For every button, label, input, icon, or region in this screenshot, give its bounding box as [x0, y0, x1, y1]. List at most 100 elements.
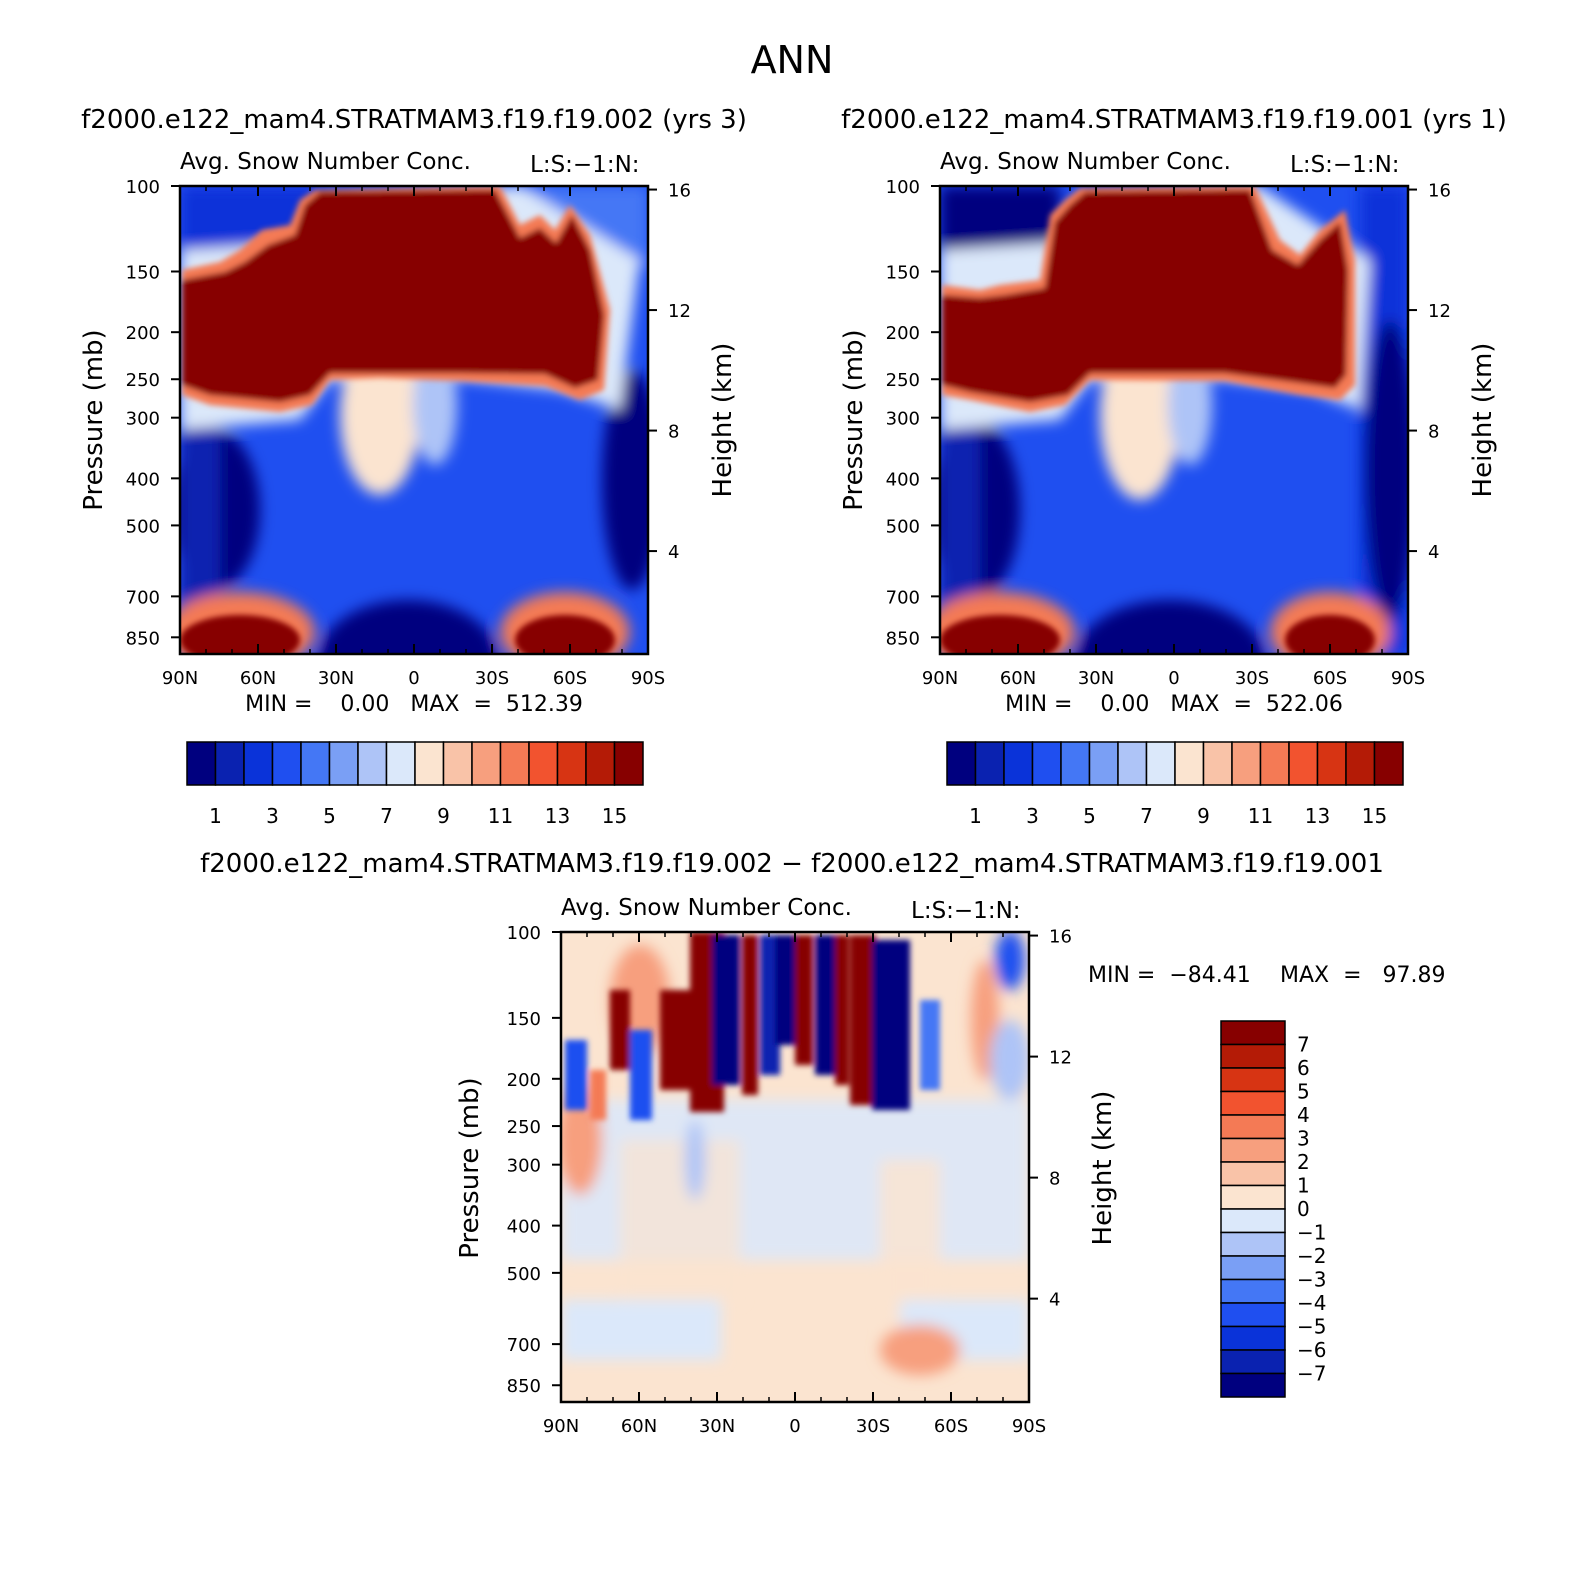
colorbar-cell	[1174, 741, 1205, 786]
case-a-label: f2000.e122_mam4.STRATMAM3.f19.f19.002 (y…	[81, 105, 747, 135]
y-tick-label: 850	[507, 1376, 541, 1397]
panel-b-ylabel: Pressure (mb)	[839, 329, 869, 510]
colorbar-cell	[1145, 741, 1176, 786]
colorbar-cell	[1220, 1372, 1286, 1398]
colorbar-cell	[1231, 741, 1262, 786]
panel-diff-field	[561, 932, 1029, 1402]
y2-tick-label: 4	[1049, 1290, 1060, 1311]
panel-a-title: Avg. Snow Number Conc.	[180, 149, 471, 175]
y-tick-label: 400	[886, 469, 920, 490]
colorbar-label: 11	[488, 804, 513, 828]
colorbar-cell	[1345, 741, 1376, 786]
x-tick-label: 0	[789, 1416, 800, 1437]
colorbar-label: −2	[1297, 1244, 1326, 1268]
y-tick-label: 100	[886, 177, 920, 198]
x-tick-label: 90S	[1391, 668, 1425, 689]
x-tick-label: 60S	[553, 668, 587, 689]
y-tick-label: 100	[507, 923, 541, 944]
panel-a-ylabel-right: Height (km)	[708, 343, 738, 498]
diff-upper-bands	[565, 932, 940, 1120]
colorbar-label: 11	[1248, 804, 1273, 828]
y-tick-label: 500	[126, 516, 160, 537]
colorbar-cell	[974, 741, 1005, 786]
panel-b-stats: MIN = 0.00 MAX = 522.06	[1005, 692, 1343, 717]
y-tick-label: 700	[886, 587, 920, 608]
colorbar-cell	[442, 741, 473, 786]
y-tick-label: 300	[886, 409, 920, 430]
y-tick-label: 150	[507, 1009, 541, 1030]
colorbar-cell	[328, 741, 359, 786]
panel-diff-stats-max: MAX = 97.89	[1280, 963, 1445, 988]
y-tick-label: 300	[507, 1156, 541, 1177]
colorbar-label: 15	[1362, 804, 1387, 828]
x-tick-label: 60N	[240, 668, 276, 689]
colorbar-label: 7	[1297, 1033, 1310, 1057]
panel-case-b: Avg. Snow Number Conc. L:S:−1:N:	[839, 149, 1498, 828]
y2-tick-label: 16	[668, 181, 691, 202]
colorbar-label: −6	[1297, 1338, 1326, 1362]
colorbar-cell	[214, 741, 245, 786]
colorbar-cell	[1220, 1020, 1286, 1046]
x-tick-label: 0	[1168, 668, 1179, 689]
colorbar-cell	[1220, 1255, 1286, 1281]
y2-tick-label: 12	[1428, 301, 1451, 322]
colorbar-cell	[1003, 741, 1034, 786]
y-tick-label: 700	[126, 587, 160, 608]
x-tick-label: 60N	[1000, 668, 1036, 689]
colorbar-label: 7	[1140, 804, 1153, 828]
colorbar-cell	[499, 741, 530, 786]
x-tick-label: 60N	[621, 1416, 657, 1437]
colorbar-cell	[1316, 741, 1347, 786]
y-tick-label: 100	[126, 177, 160, 198]
colorbar-label: 15	[602, 804, 627, 828]
colorbar-label: 0	[1297, 1197, 1310, 1221]
colorbar-cell	[243, 741, 274, 786]
colorbar-cell	[1373, 741, 1404, 786]
colorbar-cell	[357, 741, 388, 786]
y2-tick-label: 16	[1428, 181, 1451, 202]
x-tick-label: 60S	[934, 1416, 968, 1437]
x-tick-label: 90N	[162, 668, 198, 689]
y2-tick-label: 16	[1049, 927, 1072, 948]
colorbar-label: 4	[1297, 1103, 1310, 1127]
colorbar-cell	[613, 741, 644, 786]
panel-diff-axes: 90N 60N 30N 0 30S 60S 90S 100 150 200 250 300 400 500…	[507, 923, 1072, 1437]
y-tick-label: 200	[886, 323, 920, 344]
x-tick-label: 30N	[318, 668, 354, 689]
colorbar-label: −7	[1297, 1362, 1326, 1386]
colorbar-label: 5	[1297, 1080, 1310, 1104]
colorbar-cell	[471, 741, 502, 786]
colorbar-label: 5	[323, 804, 336, 828]
colorbar-cell	[1220, 1231, 1286, 1257]
colorbar-cell	[1220, 1137, 1286, 1163]
panel-b-title-right: L:S:−1:N:	[1290, 152, 1400, 178]
y2-tick-label: 8	[1428, 422, 1439, 443]
colorbar-label: 5	[1083, 804, 1096, 828]
colorbar-cell	[528, 741, 559, 786]
colorbar-cell	[1220, 1161, 1286, 1187]
colorbar-cell	[946, 741, 977, 786]
y2-tick-label: 8	[1049, 1169, 1060, 1190]
x-tick-label: 30S	[1235, 668, 1269, 689]
colorbar-cell	[1031, 741, 1062, 786]
colorbar-label: 7	[380, 804, 393, 828]
colorbar-cell	[271, 741, 302, 786]
colorbar-label: 13	[1305, 804, 1330, 828]
x-tick-label: 30S	[475, 668, 509, 689]
y2-tick-label: 4	[1428, 542, 1439, 563]
x-tick-label: 90S	[631, 668, 665, 689]
y-tick-label: 300	[126, 409, 160, 430]
panel-b-field	[940, 186, 1408, 654]
y-tick-label: 400	[126, 469, 160, 490]
y-tick-label: 200	[507, 1070, 541, 1091]
y-tick-label: 850	[126, 628, 160, 649]
y-tick-label: 150	[126, 263, 160, 284]
panel-b-title: Avg. Snow Number Conc.	[940, 149, 1231, 175]
colorbar-label: 13	[545, 804, 570, 828]
colorbar-cell	[1117, 741, 1148, 786]
y2-tick-label: 8	[668, 422, 679, 443]
panel-a-field	[180, 186, 648, 654]
colorbar-cell	[1220, 1184, 1286, 1210]
colorbar-cell	[585, 741, 616, 786]
